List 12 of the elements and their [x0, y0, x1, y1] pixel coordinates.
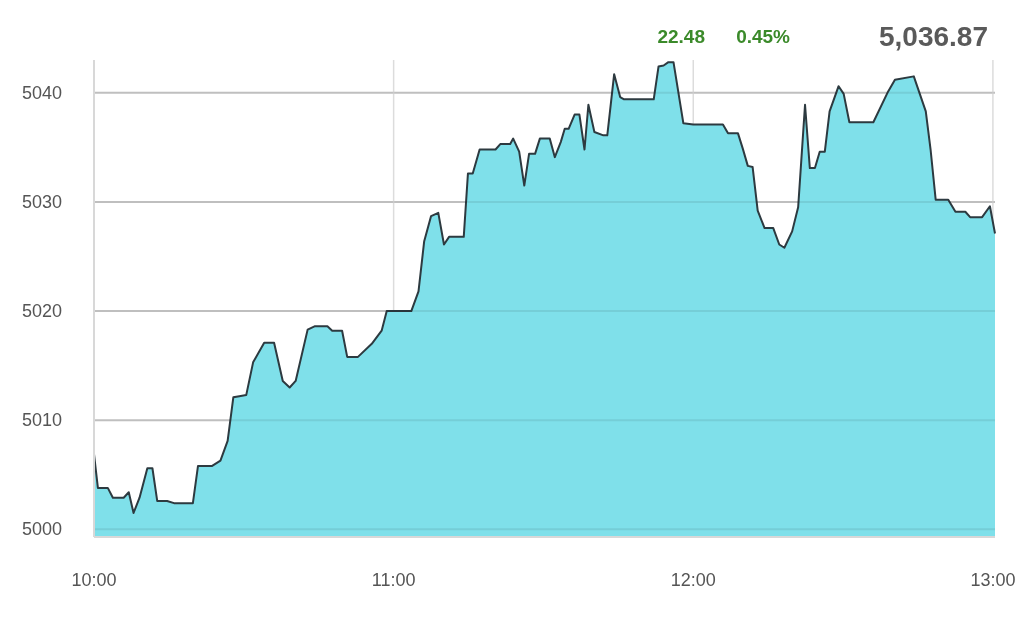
text: 5,036.87	[879, 20, 988, 52]
x-tick-label: 10:00	[71, 570, 117, 590]
y-tick-label: 5010	[21, 410, 63, 431]
text: 22.48	[657, 25, 705, 47]
y-tick-label: 5030	[21, 191, 63, 212]
y-tick-label: 5040	[21, 82, 63, 103]
x-tick-label: 12:00	[670, 570, 716, 590]
y-tick-label: 5000	[21, 519, 63, 540]
x-tick-label: 11:00	[371, 570, 416, 590]
text: 0.45%	[736, 25, 791, 47]
x-tick-label: 13:00	[970, 570, 1016, 590]
y-tick-label: 5020	[21, 301, 63, 322]
